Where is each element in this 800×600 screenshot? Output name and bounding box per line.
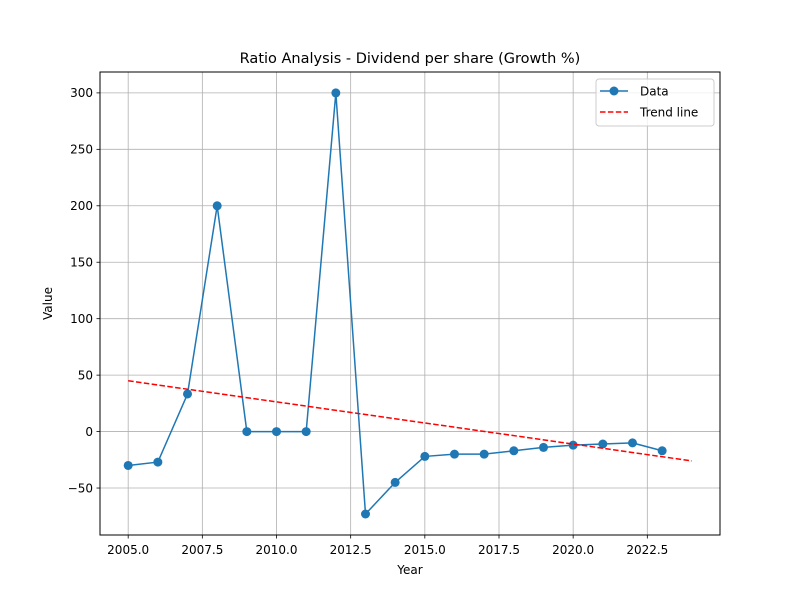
x-tick-label: 2020.0 xyxy=(552,543,594,557)
legend: Data Trend line xyxy=(595,78,715,127)
y-tick-label: 300 xyxy=(70,86,93,100)
x-tick-label: 2005.0 xyxy=(107,543,149,557)
x-tick-label: 2010.0 xyxy=(256,543,298,557)
data-point xyxy=(420,451,430,461)
x-tick-label: 2015.0 xyxy=(404,543,446,557)
data-point xyxy=(479,449,489,459)
y-tick-label: −50 xyxy=(68,481,93,495)
data-point xyxy=(123,460,133,470)
data-point xyxy=(449,449,459,459)
grid xyxy=(100,72,720,535)
x-tick-label: 2017.5 xyxy=(478,543,520,557)
y-tick-label: 100 xyxy=(70,312,93,326)
data-point xyxy=(331,88,341,98)
x-tick-label: 2012.5 xyxy=(330,543,372,557)
y-tick-label: 50 xyxy=(78,368,93,382)
data-point xyxy=(538,442,548,452)
data-point xyxy=(657,446,667,456)
y-tick-label: 0 xyxy=(85,425,93,439)
x-tick-label: 2022.5 xyxy=(626,543,668,557)
data-point xyxy=(509,446,519,456)
data-point xyxy=(390,477,400,487)
plot-series xyxy=(123,88,692,519)
data-point xyxy=(212,201,222,211)
y-tick-label: 250 xyxy=(70,143,93,157)
data-point xyxy=(153,457,163,467)
data-point xyxy=(301,427,311,437)
chart-title: Ratio Analysis - Dividend per share (Gro… xyxy=(240,51,581,67)
data-point xyxy=(627,438,637,448)
x-axis-title: Year xyxy=(396,563,422,577)
trend-line xyxy=(128,380,692,462)
data-point xyxy=(361,509,371,519)
legend-trend-label: Trend line xyxy=(639,106,698,120)
legend-data-marker xyxy=(609,86,619,96)
data-point xyxy=(183,389,193,399)
y-tick-label: 150 xyxy=(70,256,93,270)
data-point xyxy=(272,427,282,437)
legend-data-label: Data xyxy=(640,85,669,99)
plot-frame xyxy=(99,71,721,536)
axis-ticks: 2005.0 2007.5 2010.0 2012.5 2015.0 2017.5 2020… xyxy=(68,86,669,557)
data-point xyxy=(242,427,252,437)
data-point xyxy=(568,440,578,450)
y-axis-title: Value xyxy=(41,287,55,320)
data-point xyxy=(598,439,608,449)
x-tick-label: 2007.5 xyxy=(181,543,223,557)
y-tick-label: 200 xyxy=(70,199,93,213)
